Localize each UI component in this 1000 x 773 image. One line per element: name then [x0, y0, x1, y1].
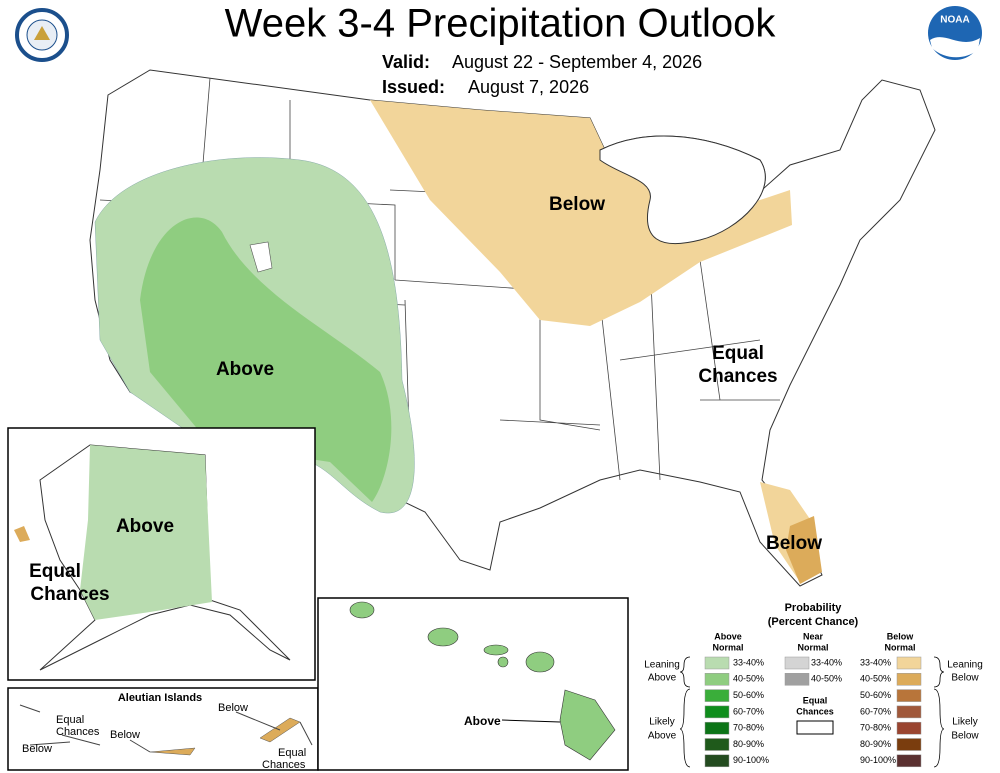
legend-swatch — [896, 738, 922, 751]
alaska-above — [80, 445, 212, 620]
legend-label: 90-100% — [733, 755, 769, 765]
legend-brace — [679, 656, 945, 768]
issued-date: August 7, 2026 — [468, 77, 589, 97]
legend-group: Leaning — [644, 660, 680, 671]
commerce-seal — [15, 8, 69, 62]
legend-swatch — [704, 738, 730, 751]
aleutian-label: Below — [110, 729, 140, 741]
legend-label: 60-70% — [733, 706, 764, 716]
aleutian-label: Equal — [56, 714, 84, 726]
legend-group: Likely — [649, 717, 675, 728]
legend-swatch — [704, 656, 730, 670]
legend-label: 70-80% — [733, 723, 764, 733]
aleutian-label: Chances — [262, 759, 306, 771]
legend-label: 40-50% — [733, 674, 764, 684]
legend-group: Likely — [952, 717, 978, 728]
legend-header: Near — [803, 631, 824, 641]
legend-label: 80-90% — [860, 739, 891, 749]
legend-swatch — [896, 689, 922, 702]
legend-header: Normal — [797, 642, 828, 652]
region-label: Below — [766, 533, 822, 554]
region-label: Above — [464, 714, 501, 728]
region-label: Chances — [30, 584, 109, 605]
alaska-below-island — [14, 526, 30, 542]
legend-swatch — [796, 720, 834, 735]
legend-swatch — [704, 754, 730, 768]
legend-label: 33-40% — [811, 657, 842, 667]
aleutian-label: Equal — [278, 747, 306, 759]
legend-label: 33-40% — [860, 657, 891, 667]
valid-label: Valid: — [382, 52, 430, 72]
legend-header: Normal — [712, 642, 743, 652]
florida-below-40-50 — [786, 516, 822, 584]
legend-group: Below — [951, 673, 979, 684]
title: Week 3-4 Precipitation Outlook — [225, 2, 777, 46]
valid-dates: August 22 - September 4, 2026 — [452, 52, 702, 72]
legend-header: Above — [714, 631, 742, 641]
aleutian-label: Below — [218, 702, 248, 714]
legend-swatch — [896, 673, 922, 686]
region-label: Above — [216, 359, 274, 380]
legend-label: 33-40% — [733, 657, 764, 667]
great-lakes-overlay — [599, 135, 766, 245]
legend-subtitle: (Percent Chance) — [768, 616, 859, 628]
legend-header: Normal — [884, 642, 915, 652]
legend-label: 80-90% — [733, 739, 764, 749]
great-salt-lake — [249, 241, 273, 273]
legend: Probability (Percent Chance) Above Norma… — [644, 602, 983, 768]
region-label: Equal — [712, 343, 764, 364]
legend-swatch — [896, 721, 922, 735]
legend-swatch — [896, 705, 922, 719]
legend-label: 60-70% — [860, 706, 891, 716]
legend-title: Probability — [785, 602, 843, 614]
legend-equal: Equal — [803, 695, 828, 705]
legend-swatch — [704, 673, 730, 686]
noaa-text: NOAA — [940, 15, 969, 26]
region-label: Above — [116, 516, 174, 537]
issued-label: Issued: — [382, 77, 445, 97]
legend-swatch — [704, 705, 730, 719]
legend-group: Above — [648, 731, 677, 742]
legend-equal: Chances — [796, 706, 834, 716]
legend-swatch — [784, 656, 810, 670]
aleutian-label: Chances — [56, 726, 100, 738]
legend-group: Leaning — [947, 660, 983, 671]
legend-group: Below — [951, 731, 979, 742]
legend-swatch — [704, 689, 730, 702]
legend-label: 90-100% — [860, 755, 896, 765]
noaa-logo: NOAA — [928, 6, 982, 60]
legend-swatch — [784, 673, 810, 686]
region-label: Below — [549, 194, 605, 215]
region-label: Chances — [698, 366, 777, 387]
aleutian-label: Below — [22, 743, 52, 755]
legend-label: 70-80% — [860, 723, 891, 733]
legend-header: Below — [887, 631, 915, 641]
legend-label: 50-60% — [733, 690, 764, 700]
legend-swatch — [704, 721, 730, 735]
legend-label: 40-50% — [811, 674, 842, 684]
region-label: Equal — [29, 561, 81, 582]
legend-swatch — [896, 656, 922, 670]
hawaii-islands — [349, 601, 616, 761]
inset-title: Aleutian Islands — [118, 692, 202, 704]
legend-label: 40-50% — [860, 674, 891, 684]
legend-group: Above — [648, 673, 677, 684]
legend-label: 50-60% — [860, 690, 891, 700]
below-leaning-33-40 — [370, 100, 792, 326]
legend-swatch — [896, 754, 922, 768]
